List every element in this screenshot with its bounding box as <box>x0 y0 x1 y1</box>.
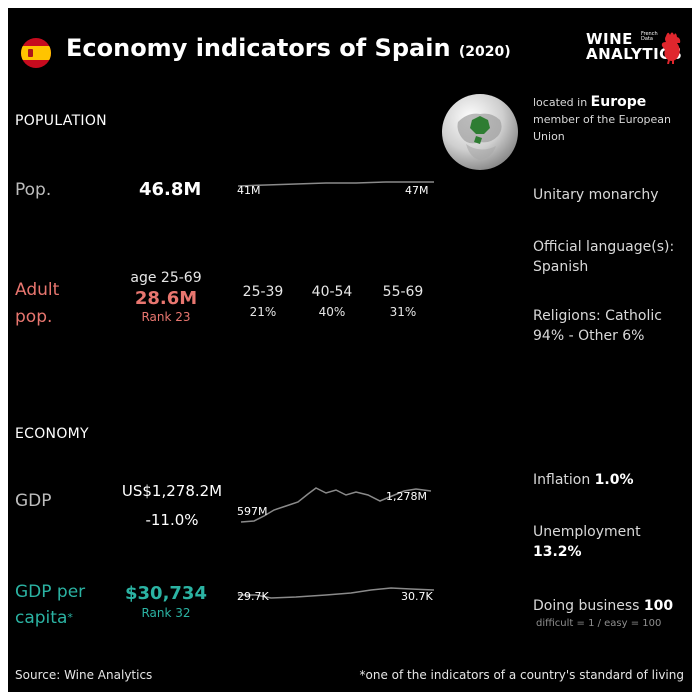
age-group-3: 55-69 31% <box>382 284 424 319</box>
adult-pop-label: Adult pop. <box>15 280 60 327</box>
section-economy: ECONOMY <box>15 426 89 442</box>
page-title: Economy indicators of Spain (2020) <box>66 34 511 62</box>
age-group-2: 40-54 40% <box>311 284 353 319</box>
adult-pop-value: 28.6M <box>134 288 198 309</box>
age-range: age 25-69 <box>130 270 202 286</box>
religions: Religions: Catholic 94% - Other 6% <box>533 308 662 344</box>
gdp-block: US$1,278.2M -11.0% <box>112 482 232 529</box>
official-language: Official language(s): Spanish <box>533 239 675 275</box>
gdp-value: US$1,278.2M <box>121 482 223 500</box>
gdp-per-capita-label: GDP per capita* <box>15 582 86 628</box>
gdp-per-capita-rank: Rank 32 <box>141 606 191 620</box>
gdp-per-capita-sparkline <box>238 587 435 599</box>
rooster-icon <box>661 32 681 64</box>
doing-business-note: difficult = 1 / easy = 100 <box>536 618 662 629</box>
gdp-spark-start: 597M <box>237 505 268 518</box>
wine-analytics-logo: WINE ANALYTICS French Data <box>586 30 683 64</box>
age-group-1: 25-39 21% <box>242 284 284 319</box>
gdppc-spark-start: 29.7K <box>237 590 269 603</box>
gdp-per-capita-block: $30,734 Rank 32 <box>116 583 216 620</box>
pop-label: Pop. <box>15 180 52 200</box>
gdp-label: GDP <box>15 491 52 511</box>
doing-business: Doing business 100 <box>533 598 674 614</box>
gdp-spark-end: 1,278M <box>386 490 427 503</box>
location-info: located in Europe member of the European… <box>533 94 672 143</box>
globe-europe-icon <box>442 94 518 170</box>
pop-spark-start: 41M <box>237 184 261 197</box>
section-population: POPULATION <box>15 113 107 129</box>
adult-pop-rank: Rank 23 <box>141 310 191 324</box>
gdppc-spark-end: 30.7K <box>401 590 433 603</box>
pop-value: 46.8M <box>139 179 202 200</box>
dashboard: Economy indicators of Spain (2020) WINE … <box>8 8 692 692</box>
inflation: Inflation 1.0% <box>533 472 634 488</box>
pop-spark-end: 47M <box>405 184 429 197</box>
adult-pop-block: age 25-69 28.6M Rank 23 <box>116 270 216 324</box>
footnote: *one of the indicators of a country's st… <box>359 668 684 682</box>
source-note: Source: Wine Analytics <box>15 668 153 682</box>
unemployment: Unemployment 13.2% <box>533 524 641 560</box>
spain-flag-icon <box>21 38 51 68</box>
gdp-growth: -11.0% <box>145 511 199 529</box>
gdp-per-capita-value: $30,734 <box>125 583 207 604</box>
government-type: Unitary monarchy <box>533 187 659 203</box>
gdp-sparkline <box>240 487 432 523</box>
pop-sparkline <box>237 181 434 187</box>
